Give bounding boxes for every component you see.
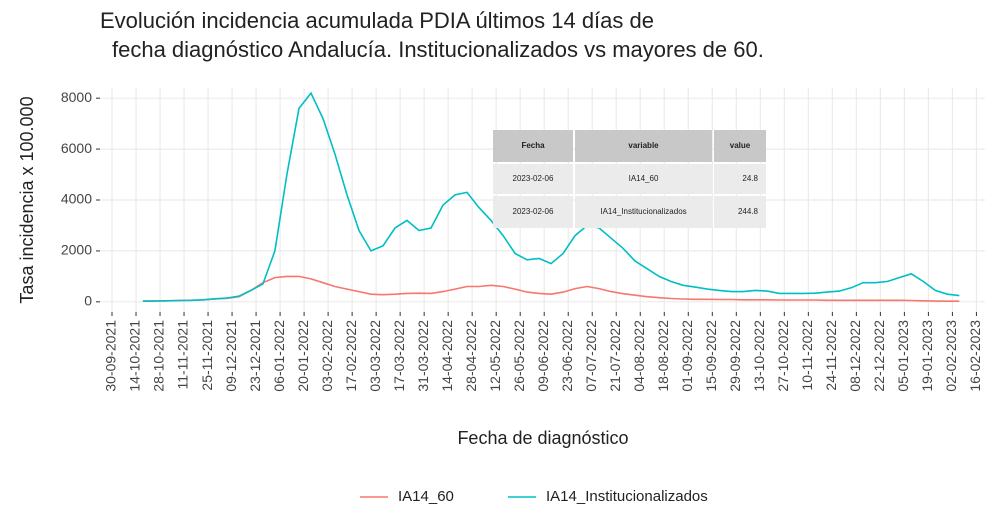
x-tick-label: 12-05-2022 [487,320,503,392]
x-tick-label: 28-10-2021 [151,320,167,392]
x-axis-label: Fecha de diagnóstico [457,428,628,448]
table-cell-text: 2023-02-06 [513,207,554,216]
table-header-cell [493,130,573,162]
table-header-cell [575,130,712,162]
x-tick-label: 30-09-2021 [103,320,119,392]
x-tick-label: 26-05-2022 [511,320,527,392]
x-tick-label: 03-02-2022 [319,320,335,392]
table-cell-text: 244.8 [738,207,759,216]
table-cell [575,196,712,228]
x-tick-label: 29-09-2022 [727,320,743,392]
x-tick-label: 08-12-2022 [847,320,863,392]
y-tick-label: 0 [84,293,92,309]
x-tick-label: 09-06-2022 [535,320,551,392]
y-tick-label: 8000 [61,89,92,105]
table-cell [714,164,766,194]
x-tick-label: 22-12-2022 [871,320,887,392]
x-tick-label: 23-06-2022 [559,320,575,392]
y-tick-label: 4000 [61,191,92,207]
x-tick-label: 14-10-2021 [127,320,143,392]
x-tick-label: 17-03-2022 [391,320,407,392]
x-tick-label: 11-11-2021 [175,320,191,390]
table-cell [714,196,766,228]
x-tick-label: 19-01-2023 [919,320,935,392]
table-cell-text: 2023-02-06 [513,174,554,183]
x-tick-label: 10-11-2022 [799,320,815,391]
x-tick-label: 28-04-2022 [463,320,479,392]
legend-label: IA14_60 [398,488,454,505]
table-cell [575,164,712,194]
x-tick-label: 18-08-2022 [655,320,671,392]
line-series [142,275,960,302]
x-tick-label: 20-01-2022 [295,320,311,392]
table-header: value [730,141,751,150]
chart-title: fecha diagnóstico Andalucía. Institucion… [112,37,764,62]
x-tick-label: 03-03-2022 [367,320,383,392]
y-axis-label: Tasa incidencia x 100.000 [17,96,37,303]
x-tick-label: 24-11-2022 [823,320,839,391]
y-tick-label: 2000 [61,242,92,258]
table-header: variable [628,141,659,150]
x-tick-label: 06-01-2022 [271,320,287,392]
x-tick-label: 21-07-2022 [607,320,623,392]
table-cell [493,196,573,228]
table-header: Fecha [521,141,545,150]
x-tick-label: 23-12-2021 [247,320,263,392]
table-cell-text: IA14_Institucionalizados [600,207,686,216]
x-tick-label: 09-12-2021 [223,320,239,392]
x-tick-label: 02-02-2023 [943,320,959,392]
y-tick-label: 6000 [61,140,92,156]
data-table: Fecha variable value 2023-02-06 IA14_60 24.8 2… [493,130,766,228]
x-tick-label: 05-01-2023 [895,320,911,392]
x-tick-label: 13-10-2022 [751,320,767,392]
table-cell-text: IA14_60 [629,174,659,183]
line-series [142,91,960,302]
x-tick-label: 14-04-2022 [439,320,455,392]
chart-title: Evolución incidencia acumulada PDIA últi… [100,8,654,33]
x-tick-label: 04-08-2022 [631,320,647,392]
x-tick-label: 15-09-2022 [703,320,719,392]
table-cell-text: 24.8 [742,174,758,183]
x-tick-label: 31-03-2022 [415,320,431,392]
legend-label: IA14_Institucionalizados [546,488,708,505]
table-header-cell [714,130,766,162]
x-tick-label: 07-07-2022 [583,320,599,392]
x-tick-label: 01-09-2022 [679,320,695,392]
table-cell [493,164,573,194]
x-tick-label: 25-11-2021 [199,320,215,391]
x-tick-label: 27-10-2022 [775,320,791,392]
x-tick-label: 16-02-2023 [967,320,983,392]
x-tick-label: 17-02-2022 [343,320,359,392]
